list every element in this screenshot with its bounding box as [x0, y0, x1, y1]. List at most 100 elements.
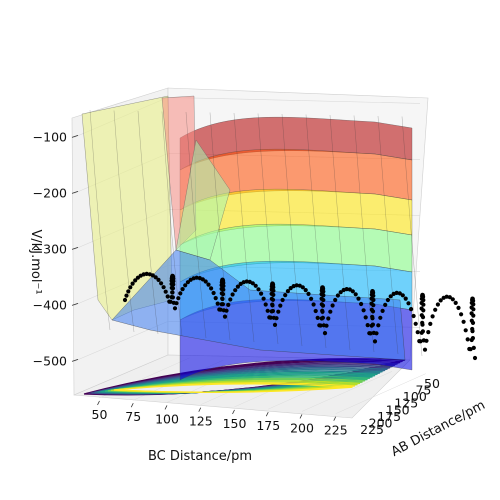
trajectory-point — [385, 297, 390, 303]
trajectory-point — [222, 314, 228, 319]
depth-tick-label: 225 — [360, 422, 384, 437]
z-tick — [71, 191, 79, 194]
trajectory-point — [369, 292, 374, 297]
trajectory-point — [350, 289, 355, 294]
trajectory-point — [230, 292, 235, 297]
x-tick — [232, 409, 235, 415]
trajectory-point — [372, 339, 378, 344]
trajectory-point — [288, 286, 293, 291]
z-tick-label: −200 — [33, 185, 67, 200]
trajectory-point — [444, 294, 449, 299]
trajectory-point — [200, 277, 205, 282]
trajectory-point — [319, 288, 324, 293]
contour-line — [115, 383, 353, 393]
trajectory-point — [344, 287, 349, 292]
trajectory-point — [156, 277, 161, 282]
mesh-line — [89, 109, 111, 331]
trajectory-point — [170, 290, 175, 295]
trajectory-point — [169, 285, 174, 290]
mesh-line — [281, 113, 303, 347]
depth-tick-label: 200 — [369, 415, 393, 430]
trajectory-point — [422, 347, 428, 352]
trajectory-point — [269, 287, 274, 292]
trajectory-point — [380, 308, 385, 313]
depth-tick-label: 125 — [394, 396, 418, 411]
trajectory-point — [406, 301, 411, 306]
trajectory-point — [269, 284, 274, 289]
trajectory-point — [394, 290, 399, 295]
trajectory-point — [224, 308, 229, 313]
trajectory-point — [128, 285, 133, 290]
surface-patch — [111, 249, 406, 361]
mesh-line — [161, 111, 183, 337]
trajectory-point — [159, 281, 164, 286]
trajectory-point — [374, 331, 379, 336]
trajectory-point — [300, 285, 305, 290]
trajectory-point — [433, 307, 438, 312]
trajectory-point — [169, 278, 174, 283]
trajectory-point — [415, 330, 420, 335]
trajectory-point — [211, 290, 216, 296]
trajectory-point — [320, 308, 325, 313]
trajectory-point — [183, 283, 188, 288]
trajectory-point — [453, 300, 458, 305]
trajectory-point — [294, 283, 299, 288]
z-tick-label: −500 — [33, 353, 67, 368]
trajectory-point — [368, 331, 373, 336]
x-tick — [130, 402, 134, 408]
trajectory-point — [426, 330, 431, 335]
trajectory-point — [235, 284, 240, 289]
trajectory-point — [320, 315, 325, 320]
trajectory-point — [424, 338, 429, 343]
trajectory-point — [419, 296, 424, 301]
trajectory-point — [469, 311, 474, 316]
trajectory-point — [324, 323, 329, 328]
trajectory-point — [122, 297, 128, 303]
trajectory-point — [420, 320, 425, 325]
trajectory-points — [122, 271, 478, 361]
grid-line — [335, 373, 426, 414]
trajectory-point — [470, 326, 475, 332]
mesh-line — [329, 114, 351, 351]
trajectory-point — [168, 299, 173, 304]
trajectory-point — [419, 306, 424, 311]
trajectory-point — [359, 301, 364, 307]
trajectory-point — [172, 306, 178, 311]
trajectory-point — [220, 296, 225, 301]
trajectory-point — [265, 308, 270, 313]
trajectory-point — [459, 312, 464, 317]
trajectory-point — [388, 294, 393, 299]
trajectory-point — [338, 290, 343, 295]
trajectory-point — [363, 315, 368, 320]
trajectory-point — [411, 313, 416, 319]
trajectory-point — [328, 309, 333, 314]
trajectory-point — [469, 305, 474, 310]
trajectory-point — [430, 314, 435, 319]
trajectory-point — [318, 323, 323, 328]
trajectory-point — [285, 289, 290, 294]
trajectory-point — [472, 355, 478, 361]
trajectory-point — [268, 315, 273, 320]
z-axis-label: V/kJ.mol⁻¹ — [28, 229, 43, 294]
z-tick-label: −100 — [33, 129, 67, 144]
x-tick-label: 75 — [125, 409, 141, 424]
trajectory-point — [471, 345, 476, 350]
trajectory-point — [335, 293, 340, 298]
x-tick-label: 225 — [324, 423, 348, 438]
grid-line — [167, 97, 421, 104]
trajectory-point — [470, 336, 475, 341]
trajectory-point — [370, 314, 375, 319]
mesh-line — [137, 110, 159, 335]
z-tick — [71, 135, 79, 138]
trajectory-point — [365, 323, 370, 328]
trajectory-point — [259, 291, 264, 296]
trajectory-point — [194, 275, 199, 280]
trajectory-point — [369, 301, 374, 306]
trajectory-point — [161, 285, 166, 290]
trajectory-point — [170, 295, 175, 300]
trajectory-point — [219, 283, 224, 288]
trajectory-point — [269, 296, 274, 301]
trajectory-point — [369, 296, 374, 301]
trajectory-point — [469, 318, 474, 323]
